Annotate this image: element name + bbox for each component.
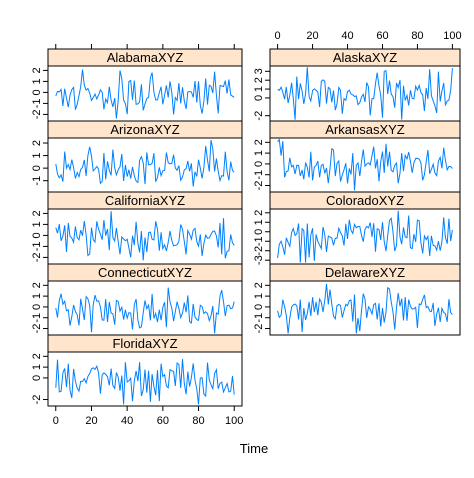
y-tick-label: 2: [31, 282, 43, 288]
panel-frame: [47, 351, 243, 407]
series-line: [277, 67, 453, 120]
series-line: [55, 359, 235, 405]
y-tick-label: -2: [253, 324, 265, 334]
series-line: [277, 283, 453, 334]
panel: AlaskaXYZ -2 0 1 2 3 0 20 40 60 80 100: [253, 30, 462, 122]
y-tick-label: 1: [31, 78, 43, 84]
y-tick-label: -1: [253, 236, 265, 246]
panel: DelawareXYZ -2-1 0 1 2: [253, 263, 461, 336]
series-line: [55, 211, 235, 261]
y-tick-label: 3: [253, 68, 265, 74]
y-tick-label: 0: [253, 161, 265, 167]
y-tick-label: 1: [253, 293, 265, 299]
y-tick-label: 1: [253, 150, 265, 156]
panel-title: AlabamaXYZ: [107, 50, 184, 65]
y-tick-label: -2: [253, 246, 265, 256]
panel: CaliforniaXYZ -2-1 0 1 2: [31, 191, 243, 265]
panel-frame: [269, 280, 461, 336]
y-tick-label: 0: [31, 304, 43, 310]
y-tick-label: -2: [253, 181, 265, 191]
y-tick-label: 2: [253, 77, 265, 83]
panel-title: ColoradoXYZ: [326, 193, 404, 208]
y-tick-label: -1: [31, 99, 43, 109]
x-tick-label: 80: [411, 30, 423, 42]
panel: AlabamaXYZ -2-1 0 1 2: [31, 44, 243, 122]
y-tick-label: 1: [31, 293, 43, 299]
y-tick-label: -2: [31, 395, 43, 405]
y-tick-label: -1: [253, 170, 265, 180]
x-tick-label: 20: [85, 415, 97, 427]
y-tick-label: -2: [31, 253, 43, 263]
series-line: [55, 69, 235, 119]
y-tick-label: 0: [253, 304, 265, 310]
y-tick-label: 1: [31, 221, 43, 227]
y-tick-label: 1: [253, 86, 265, 92]
y-tick-label: 2: [253, 210, 265, 216]
y-tick-label: -2: [253, 111, 265, 121]
y-tick-label: 0: [31, 165, 43, 171]
x-tick-label: 100: [443, 30, 461, 42]
y-tick-label: 2: [31, 353, 43, 359]
y-tick-label: -1: [31, 313, 43, 323]
y-tick-label: 2: [253, 139, 265, 145]
panel-title: FloridaXYZ: [112, 336, 177, 351]
y-tick-label: -2: [31, 324, 43, 334]
x-tick-label: 80: [192, 415, 204, 427]
panel-title: ConnecticutXYZ: [98, 265, 192, 280]
x-tick-label: 40: [341, 30, 353, 42]
y-tick-label: -1: [31, 242, 43, 252]
y-tick-label: -1: [31, 176, 43, 186]
series-line: [277, 138, 453, 191]
y-tick-label: 0: [253, 95, 265, 101]
panel-title: AlaskaXYZ: [333, 50, 397, 65]
y-tick-label: 0: [31, 375, 43, 381]
y-tick-label: 0: [253, 229, 265, 235]
panel: ColoradoXYZ -3-2-10 1 2: [253, 191, 461, 265]
x-tick-label: 0: [275, 30, 281, 42]
y-tick-label: 0: [31, 89, 43, 95]
y-tick-label: 0: [31, 232, 43, 238]
y-tick-label: 1: [31, 153, 43, 159]
x-tick-label: 60: [157, 415, 169, 427]
panel-frame: [47, 65, 243, 122]
panel-title: DelawareXYZ: [325, 265, 405, 280]
y-tick-label: -1: [253, 313, 265, 323]
series-line: [55, 287, 235, 334]
series-line: [55, 139, 235, 187]
y-tick-label: 2: [31, 140, 43, 146]
panel-title: ArkansasXYZ: [325, 122, 405, 137]
y-tick-label: 1: [253, 219, 265, 225]
series-line: [277, 210, 453, 263]
x-tick-label: 40: [121, 415, 133, 427]
x-tick-label: 100: [225, 415, 243, 427]
panel: ArkansasXYZ -2-1 0 1 2: [253, 120, 461, 193]
panel-title: ArizonaXYZ: [110, 122, 179, 137]
panel-title: CaliforniaXYZ: [105, 193, 185, 208]
y-tick-label: 2: [31, 210, 43, 216]
y-tick-label: -3: [253, 255, 265, 265]
panel: ArizonaXYZ -1 0 1 2: [31, 120, 243, 193]
y-tick-label: 2: [253, 282, 265, 288]
panel: ConnecticutXYZ -2-1 0 1 2: [31, 263, 243, 336]
y-tick-label: 1: [31, 364, 43, 370]
y-tick-label: 2: [31, 67, 43, 73]
x-axis-label: Time: [240, 441, 268, 456]
x-tick-label: 0: [53, 415, 59, 427]
x-tick-label: 60: [376, 30, 388, 42]
x-tick-label: 20: [306, 30, 318, 42]
y-tick-label: -2: [31, 110, 43, 120]
